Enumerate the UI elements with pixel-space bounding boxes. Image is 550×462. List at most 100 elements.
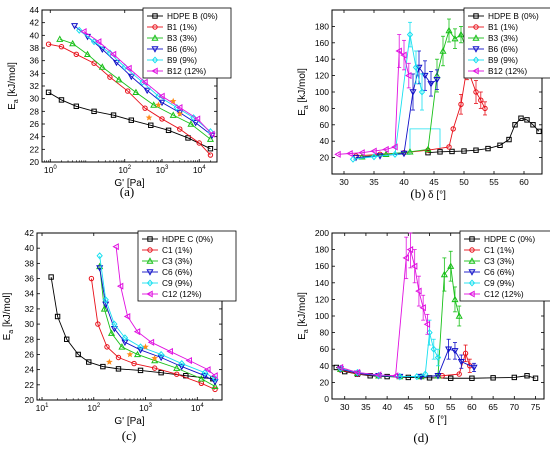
data-point xyxy=(174,371,180,377)
data-point xyxy=(536,128,542,135)
x-tick-label: 100 xyxy=(44,165,57,175)
series-HDPE xyxy=(425,115,542,156)
data-point xyxy=(158,99,166,107)
x-tick-label: 65 xyxy=(488,402,498,412)
legend-label: B1 (1%) xyxy=(488,22,518,32)
data-point xyxy=(196,140,202,146)
data-point xyxy=(127,73,135,81)
data-point xyxy=(169,111,177,118)
series-line xyxy=(340,265,460,378)
series-line xyxy=(99,266,216,387)
data-point xyxy=(73,103,79,109)
legend-marker xyxy=(147,247,153,253)
x-axis-label: G' [Pa] xyxy=(114,416,144,427)
legend-marker xyxy=(472,67,479,75)
series-line xyxy=(99,255,216,380)
data-point xyxy=(136,347,145,354)
data-point xyxy=(457,30,465,38)
data-point xyxy=(473,89,479,95)
plot-frame xyxy=(36,232,223,401)
data-point xyxy=(110,112,117,118)
data-point xyxy=(447,262,455,269)
data-point xyxy=(131,360,137,367)
legend-label: B9 (9%) xyxy=(167,55,197,65)
y-tick-label: 160 xyxy=(315,38,329,48)
data-point xyxy=(150,101,158,108)
y-tick-label: 30 xyxy=(25,319,35,329)
legend-marker xyxy=(152,13,158,19)
data-point xyxy=(424,145,432,153)
y-tick-label: 28 xyxy=(25,334,35,344)
data-point xyxy=(102,296,109,304)
data-point xyxy=(69,39,77,47)
series-HDPE xyxy=(45,89,214,152)
data-point xyxy=(185,356,192,365)
y-axis-label-subscript: a xyxy=(303,105,310,109)
legend-marker xyxy=(468,279,476,287)
x-tick-exponent: 3 xyxy=(149,403,153,409)
y-tick-label: 42 xyxy=(30,18,40,28)
legend-marker xyxy=(472,46,480,53)
data-point xyxy=(96,252,103,260)
data-point xyxy=(412,63,420,71)
data-point xyxy=(107,74,113,80)
data-point xyxy=(133,328,141,336)
legend-label: C9 (9%) xyxy=(484,278,515,288)
y-tick-label: 180 xyxy=(315,21,329,31)
data-point xyxy=(427,81,435,88)
legend-label: C12 (12%) xyxy=(162,289,202,299)
y-tick-label: 34 xyxy=(30,68,40,78)
data-point xyxy=(142,105,148,111)
data-point xyxy=(358,153,366,160)
y-tick-label: 60 xyxy=(320,120,330,130)
y-tick-label: 24 xyxy=(25,365,35,375)
data-point xyxy=(157,350,165,359)
legend-label: C1 (1%) xyxy=(162,245,193,255)
x-tick-label: 55 xyxy=(489,177,499,187)
y-tick-label: 100 xyxy=(315,311,329,321)
data-point xyxy=(370,153,378,161)
data-point xyxy=(421,72,429,80)
series-s12 xyxy=(336,232,431,380)
data-point xyxy=(128,117,135,123)
y-tick-label: 120 xyxy=(315,294,329,304)
data-point xyxy=(419,304,426,312)
data-point xyxy=(193,115,201,123)
data-point xyxy=(118,343,126,350)
series-s12 xyxy=(80,27,215,138)
data-point xyxy=(133,350,142,358)
series-s12 xyxy=(112,243,218,380)
x-tick-exponent: 4 xyxy=(200,403,204,409)
legend-box xyxy=(142,7,232,79)
series-s3 xyxy=(56,35,214,142)
legend-box xyxy=(463,7,550,79)
data-point xyxy=(336,363,344,372)
data-point xyxy=(405,374,412,381)
data-point xyxy=(71,23,79,30)
data-point xyxy=(506,136,512,143)
legend-label: B9 (9%) xyxy=(488,55,518,65)
data-point xyxy=(458,101,464,108)
highlight-point xyxy=(106,358,113,365)
data-point xyxy=(451,348,459,355)
data-point xyxy=(391,372,399,380)
panel-label: (a) xyxy=(120,184,134,199)
highlight-point xyxy=(145,114,153,121)
data-point xyxy=(45,41,52,47)
y-axis-label: Ea [kJ/mol] xyxy=(297,292,310,340)
x-tick-label: 102 xyxy=(118,165,131,175)
data-point xyxy=(207,152,214,158)
data-point xyxy=(100,363,106,370)
data-point xyxy=(157,354,165,362)
panel-label: (b) xyxy=(410,186,425,201)
data-point xyxy=(406,148,414,155)
y-tick-label: 80 xyxy=(320,103,330,113)
x-tick-label: 40 xyxy=(382,402,392,412)
data-point xyxy=(178,363,186,371)
data-point xyxy=(94,38,102,46)
legend-marker xyxy=(468,269,476,276)
legend-label: B1 (1%) xyxy=(167,22,197,32)
